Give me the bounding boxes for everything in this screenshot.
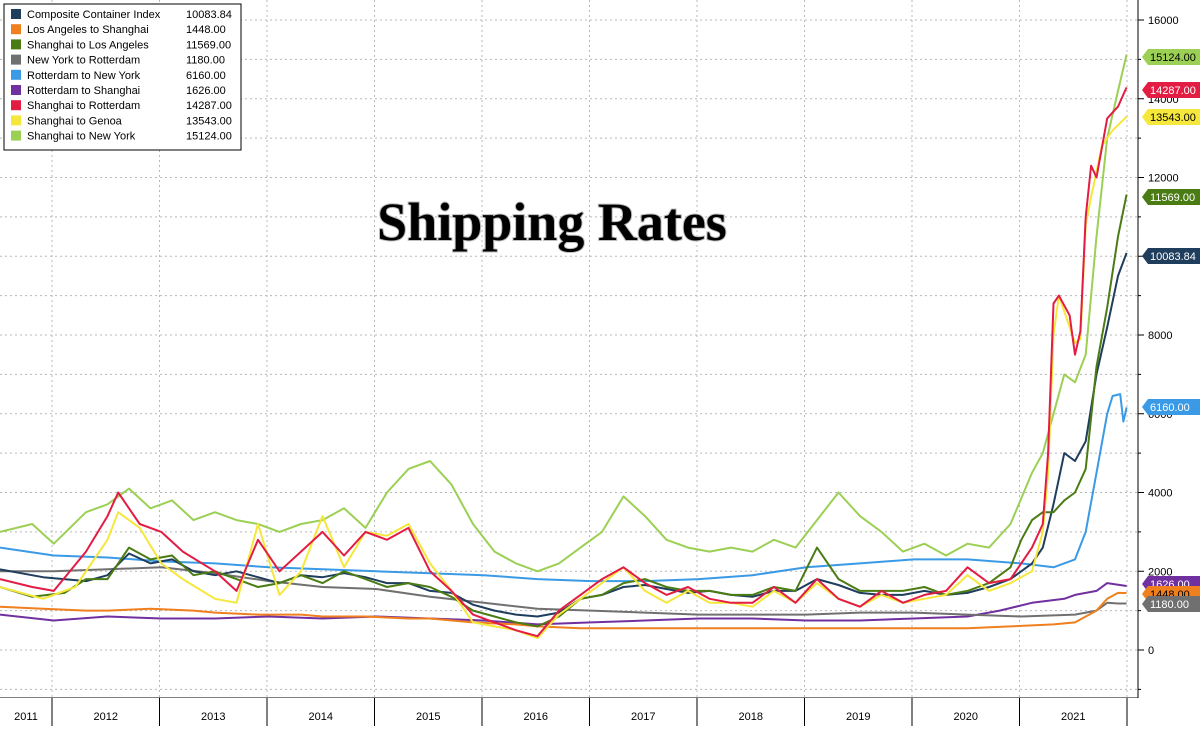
legend-swatch (11, 100, 21, 111)
last-value-tag (1142, 49, 1200, 65)
legend-item: Composite Container Index 10083.84 (11, 9, 232, 21)
legend-label: Rotterdam to New York (27, 70, 141, 82)
last-value-label: 14287.00 (1142, 82, 1200, 98)
legend-swatch (11, 115, 21, 126)
legend-item: Shanghai to Genoa 13543.00 (11, 115, 232, 127)
legend-item: New York to Rotterdam 1180.00 (11, 54, 225, 67)
series-line-rotterdam-to-new-york (0, 393, 1128, 583)
series-line-new-york-to-rotterdam (0, 566, 1127, 618)
x-year-label: 2021 (1061, 711, 1085, 723)
legend-value: 1626.00 (186, 85, 226, 97)
legend-value: 11569.00 (186, 39, 231, 51)
series-line-shanghai-to-rotterdam (0, 86, 1128, 638)
x-axis-band (0, 698, 1200, 726)
series-line-shanghai-to-new-york (0, 54, 1128, 573)
series-line-rotterdam-to-shanghai (0, 582, 1127, 626)
x-year-label: 2015 (416, 711, 440, 723)
x-year-label: 2012 (94, 711, 118, 723)
last-value-tag (1142, 109, 1200, 125)
legend-item: Rotterdam to Shanghai 1626.00 (11, 85, 226, 97)
last-value-label: 13543.00 (1142, 109, 1200, 125)
x-year-label: 2019 (846, 711, 870, 723)
x-year-label: 2018 (739, 711, 763, 723)
last-value-tag (1142, 596, 1200, 612)
y-tick-label: 12000 (1148, 173, 1179, 185)
y-tick-label: 8000 (1148, 330, 1172, 342)
last-value-text: 14287.00 (1150, 85, 1196, 97)
last-value-label: 1180.00 (1142, 596, 1200, 612)
legend-value: 13543.00 (186, 115, 232, 127)
x-year-label: 2014 (309, 711, 333, 723)
legend-value: 6160.00 (186, 70, 226, 82)
last-value-tag (1142, 248, 1200, 264)
legend-box (3, 3, 242, 151)
y-tick-label: 2000 (1148, 566, 1172, 578)
chart-title: Shipping Rates (377, 192, 727, 252)
legend: Composite Container Index 10083.84 Los Ang… (3, 3, 242, 151)
x-year-label: 2013 (201, 711, 225, 723)
legend-label: Shanghai to Los Angeles (27, 39, 149, 51)
last-value-tag (1142, 189, 1200, 205)
last-value-text: 10083.84 (1150, 251, 1196, 263)
legend-swatch (11, 54, 21, 65)
legend-value: 1448.00 (186, 24, 226, 36)
series-line-los-angeles-to-shanghai (0, 591, 1127, 630)
series-layer (0, 54, 1128, 640)
legend-swatch (11, 85, 21, 95)
last-value-text: 6160.00 (1150, 402, 1190, 414)
legend-item: Shanghai to Los Angeles 11569.00 (11, 39, 231, 51)
x-year-label: 2020 (954, 711, 978, 723)
last-value-tag (1142, 82, 1200, 98)
legend-swatch (11, 130, 21, 141)
series-line-shanghai-to-los-angeles (0, 194, 1128, 628)
last-value-label: 6160.00 (1142, 399, 1200, 415)
legend-label: Los Angeles to Shanghai (27, 24, 149, 36)
legend-value: 10083.84 (186, 9, 232, 21)
last-value-text: 11569.00 (1150, 192, 1195, 204)
last-value-labels: 15124.00 14287.00 13543.00 11569.00 10083.84… (1142, 49, 1200, 612)
last-value-label: 15124.00 (1142, 49, 1200, 65)
legend-item: Los Angeles to Shanghai 1448.00 (11, 24, 226, 36)
legend-value: 14287.00 (186, 100, 232, 112)
legend-label: Shanghai to Genoa (27, 115, 123, 127)
last-value-text: 1180.00 (1150, 599, 1189, 611)
legend-swatch (11, 24, 21, 35)
legend-label: New York to Rotterdam (27, 55, 140, 67)
series-line-composite-container-index (0, 252, 1128, 618)
last-value-text: 13543.00 (1150, 112, 1196, 124)
title-layer: Shipping Rates (376, 191, 728, 253)
legend-item: Rotterdam to New York 6160.00 (11, 69, 226, 82)
legend-value: 15124.00 (186, 131, 232, 143)
legend-label: Shanghai to Rotterdam (27, 100, 140, 112)
legend-value: 1180.00 (186, 55, 225, 67)
x-year-label: 2017 (631, 711, 655, 723)
legend-item: Shanghai to New York 15124.00 (11, 130, 232, 143)
last-value-text: 15124.00 (1150, 52, 1196, 64)
y-tick-label: 16000 (1148, 15, 1179, 27)
legend-item: Shanghai to Rotterdam 14287.00 (11, 100, 232, 112)
x-year-label: 2016 (524, 711, 548, 723)
y-tick-label: 4000 (1148, 488, 1172, 500)
last-value-label: 10083.84 (1142, 248, 1200, 264)
last-value-tag (1142, 399, 1200, 415)
legend-label: Shanghai to New York (27, 131, 136, 143)
y-tick-label: 0 (1148, 645, 1154, 657)
legend-label: Composite Container Index (27, 9, 161, 21)
x-year-label: 2011 (14, 711, 38, 723)
legend-swatch (11, 69, 21, 80)
legend-swatch (11, 9, 21, 19)
legend-label: Rotterdam to Shanghai (27, 85, 140, 97)
legend-swatch (11, 39, 21, 50)
last-value-label: 11569.00 (1142, 189, 1200, 205)
